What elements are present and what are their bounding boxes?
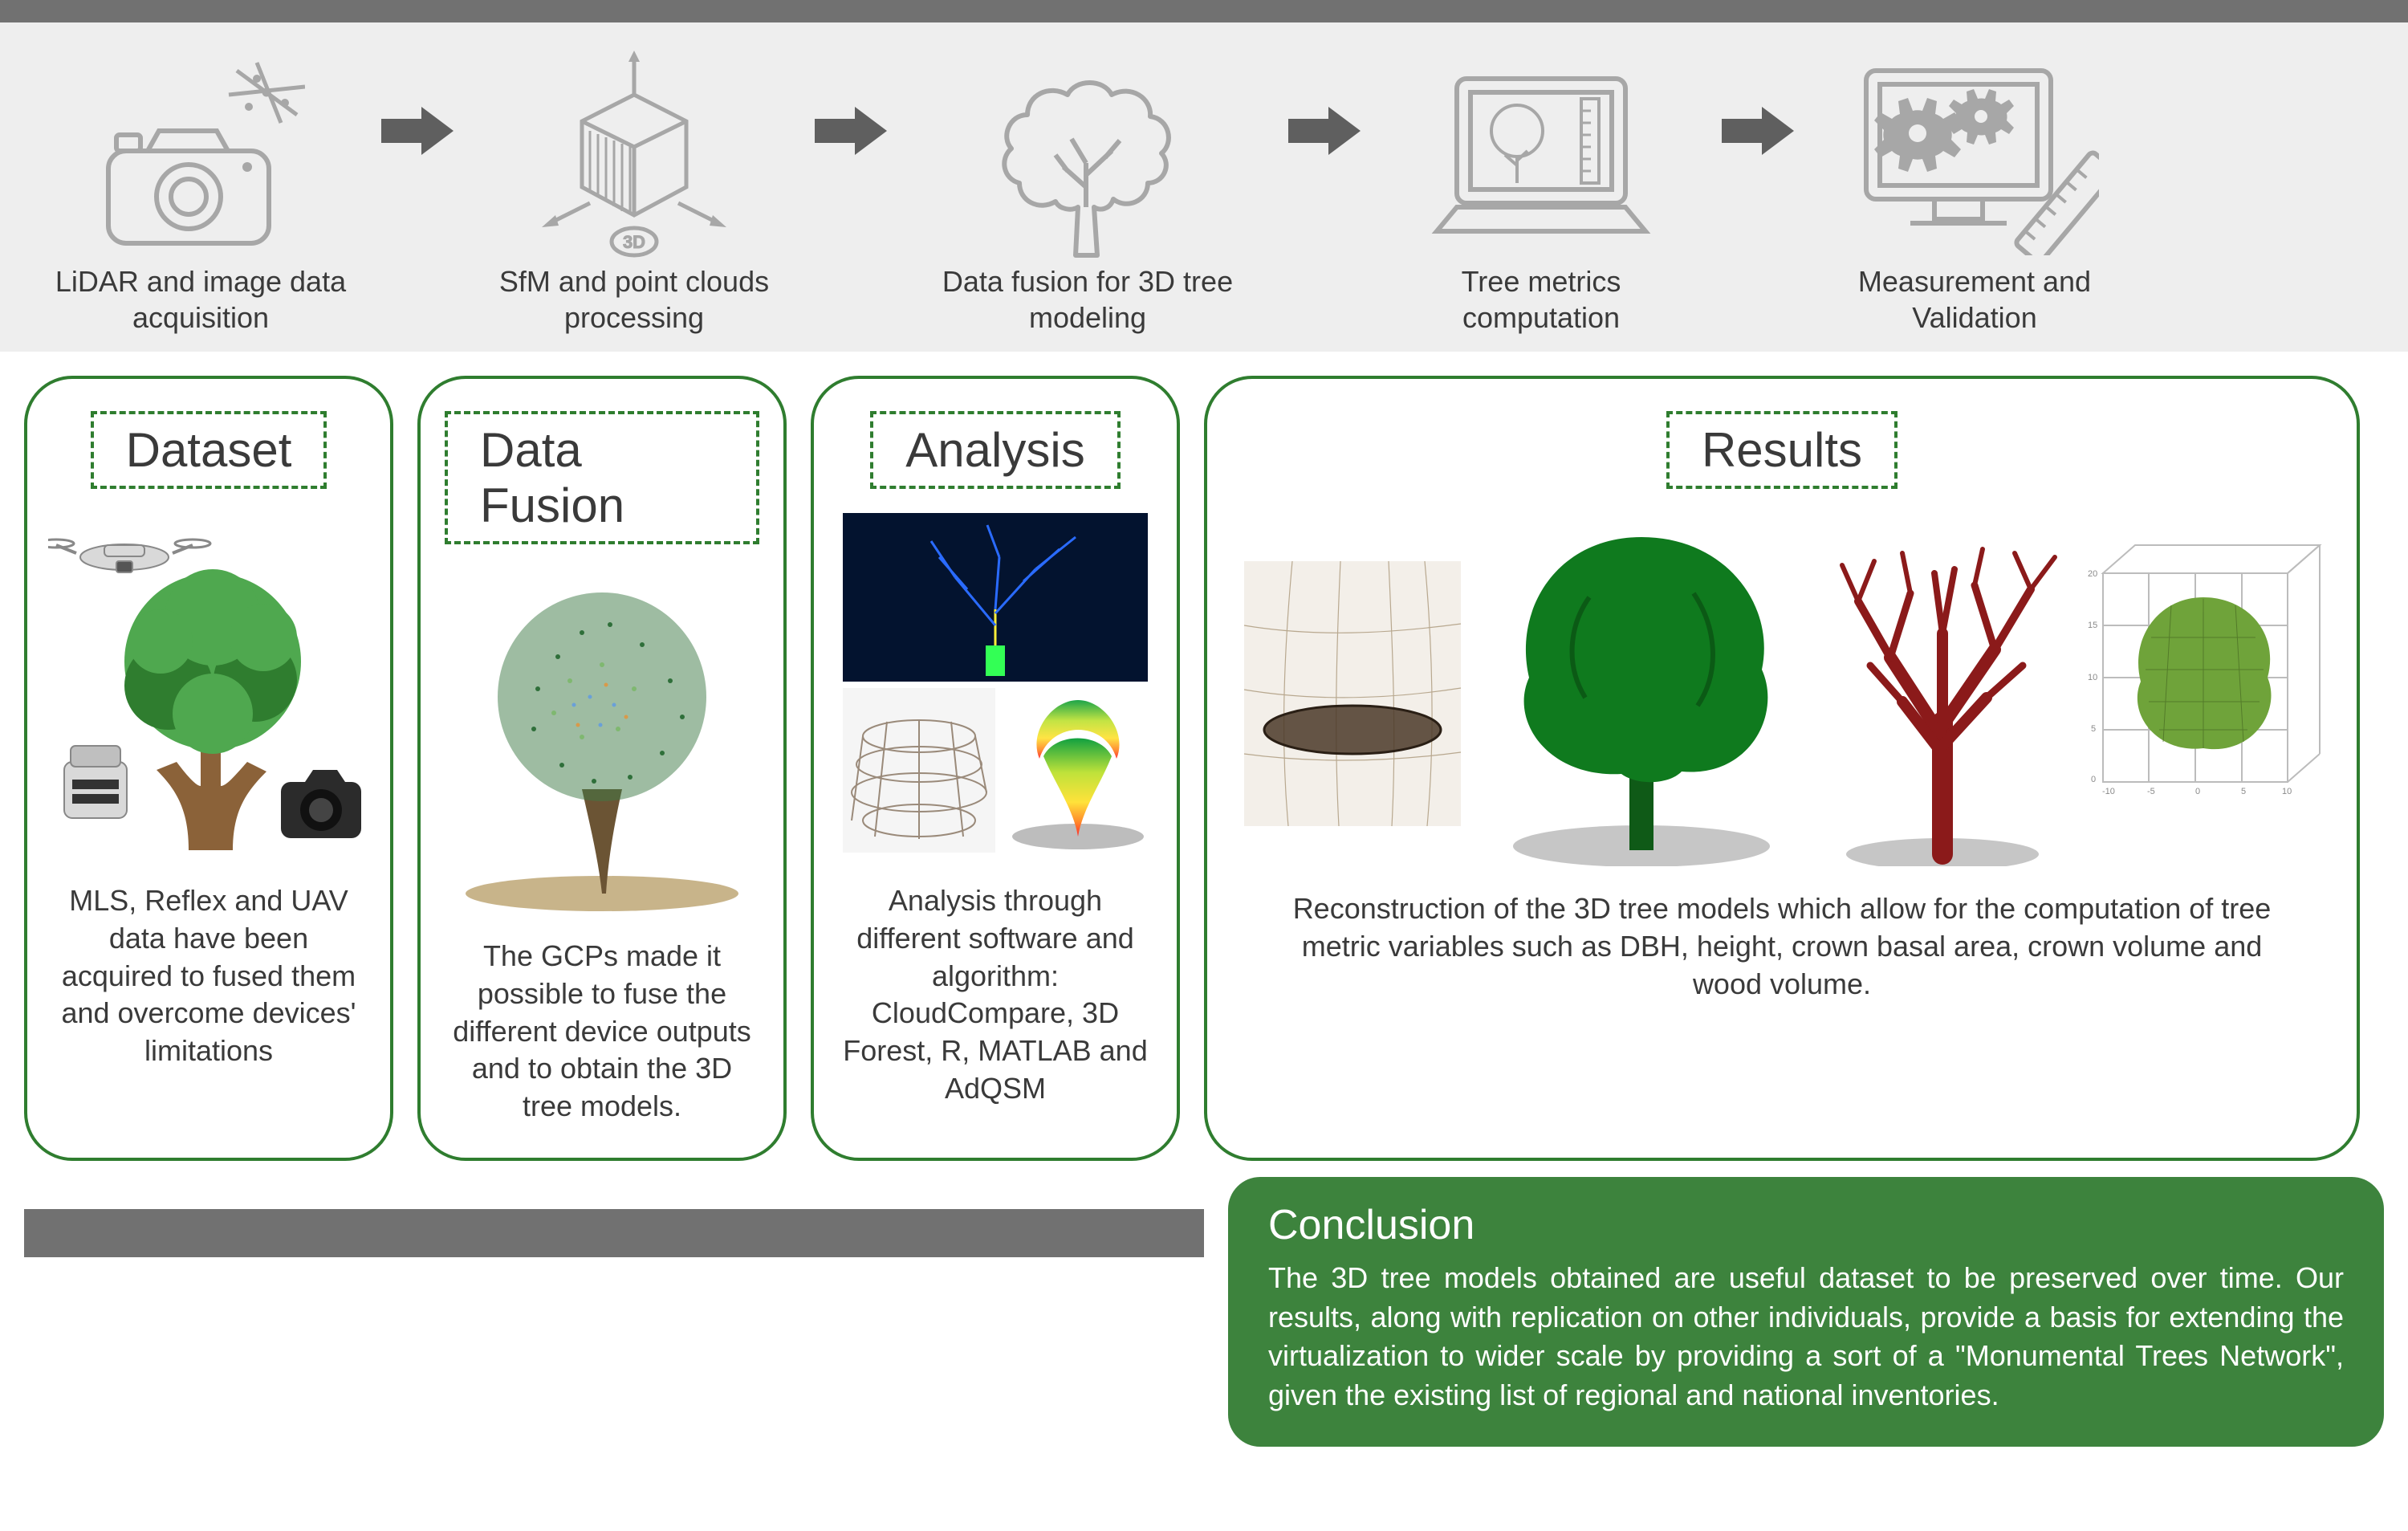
card-dataset: Dataset [24, 376, 393, 1161]
workflow-label: SfM and point clouds processing [466, 263, 803, 336]
card-title: Data Fusion [480, 422, 724, 533]
card-results: Results [1204, 376, 2360, 1161]
workflow-step-fusion: Data fusion for 3D tree modeling [899, 47, 1276, 336]
card-analysis: Analysis [811, 376, 1180, 1161]
svg-text:20: 20 [2088, 569, 2097, 579]
workflow-step-metrics: Tree metrics computation [1373, 47, 1710, 336]
card-desc: Reconstruction of the 3D tree models whi… [1231, 890, 2333, 1003]
svg-text:5: 5 [2091, 724, 2096, 734]
arrow-icon [369, 47, 466, 215]
dataset-illustration [48, 513, 369, 858]
top-bar [0, 0, 2408, 22]
card-title-box: Analysis [870, 411, 1120, 489]
card-title-box: Results [1666, 411, 1898, 489]
workflow-step-processing: 3D SfM and point clouds processing [466, 47, 803, 336]
card-title: Analysis [905, 422, 1084, 478]
card-desc: MLS, Reflex and UAV data have been acqui… [51, 882, 366, 1070]
analysis-illustration [835, 513, 1156, 858]
svg-text:0: 0 [2195, 787, 2200, 796]
arrow-icon [1710, 47, 1806, 215]
conclusion-row: Conclusion The 3D tree models obtained a… [0, 1161, 2408, 1447]
workflow-label: Data fusion for 3D tree modeling [899, 263, 1276, 336]
cards-row: Dataset [0, 352, 2408, 1161]
svg-text:0: 0 [2091, 775, 2096, 784]
tree-outline-icon [991, 47, 1184, 263]
svg-text:5: 5 [2241, 787, 2246, 796]
svg-text:15: 15 [2088, 621, 2097, 630]
camera-sparkle-icon [96, 47, 305, 263]
workflow-label: LiDAR and image data acquisition [32, 263, 369, 336]
svg-text:10: 10 [2282, 787, 2292, 796]
bottom-gray-bar-left [24, 1209, 1204, 1257]
arrow-icon [1276, 47, 1373, 215]
workflow-step-acquisition: LiDAR and image data acquisition [32, 47, 369, 336]
conclusion-title: Conclusion [1268, 1201, 2344, 1249]
card-title: Dataset [126, 422, 292, 478]
svg-text:10: 10 [2088, 673, 2097, 682]
card-title: Results [1702, 422, 1862, 478]
card-desc: Analysis through different software and … [838, 882, 1153, 1108]
arrow-icon [803, 47, 899, 215]
fusion-illustration [441, 568, 763, 914]
conclusion-text: The 3D tree models obtained are useful d… [1268, 1259, 2344, 1415]
card-title-box: Dataset [91, 411, 327, 489]
card-desc: The GCPs made it possible to fuse the di… [445, 938, 759, 1126]
svg-text:-10: -10 [2102, 787, 2115, 796]
monitor-gears-ruler-icon [1850, 47, 2099, 263]
card-fusion: Data Fusion The GCPs [417, 376, 787, 1161]
workflow-step-validation: Measurement and Validation [1806, 47, 2143, 336]
svg-text:3D: 3D [623, 232, 645, 252]
workflow-strip: LiDAR and image data acquisition [0, 22, 2408, 352]
card-title-box: Data Fusion [445, 411, 759, 544]
workflow-label: Tree metrics computation [1373, 263, 1710, 336]
workflow-label: Measurement and Validation [1806, 263, 2143, 336]
cube-3d-icon: 3D [538, 47, 730, 263]
conclusion-box: Conclusion The 3D tree models obtained a… [1228, 1177, 2384, 1447]
laptop-tree-ruler-icon [1421, 47, 1662, 263]
svg-text:-5: -5 [2147, 787, 2155, 796]
results-illustration: 0 5 10 15 20 -10 -5 0 5 10 [1236, 513, 2328, 866]
